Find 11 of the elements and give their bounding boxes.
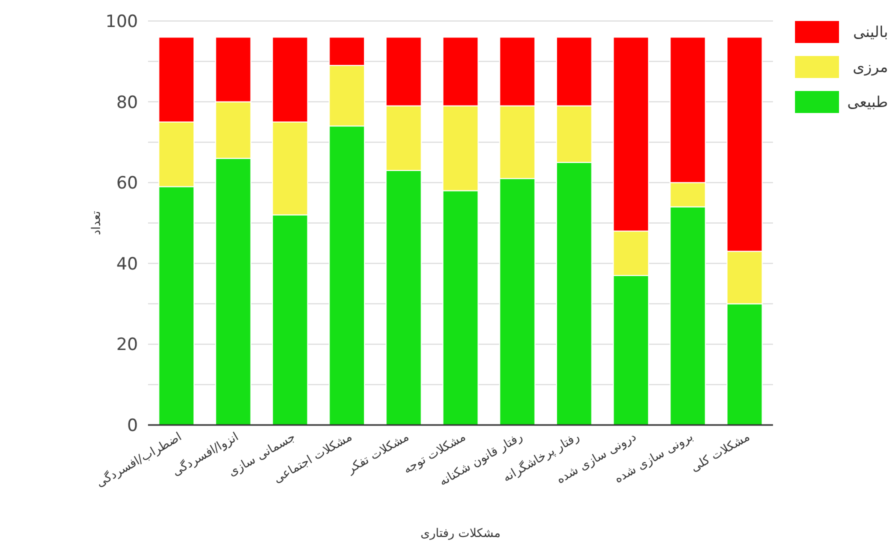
y-tick-label: 40 (116, 254, 138, 274)
legend-label: بالینی (853, 23, 888, 41)
y-tick-label: 100 (106, 12, 138, 32)
y-tick-label: 80 (116, 92, 138, 113)
y-axis-title: تعداد (89, 210, 103, 236)
legend-label: مرزی (852, 58, 888, 76)
y-tick-label: 60 (116, 174, 138, 194)
x-axis-title: مشکلات رفتاری (420, 526, 501, 540)
legend-label: طبیعی (847, 93, 888, 111)
y-tick-label: 20 (116, 335, 138, 356)
y-tick-label: 0 (127, 416, 138, 436)
